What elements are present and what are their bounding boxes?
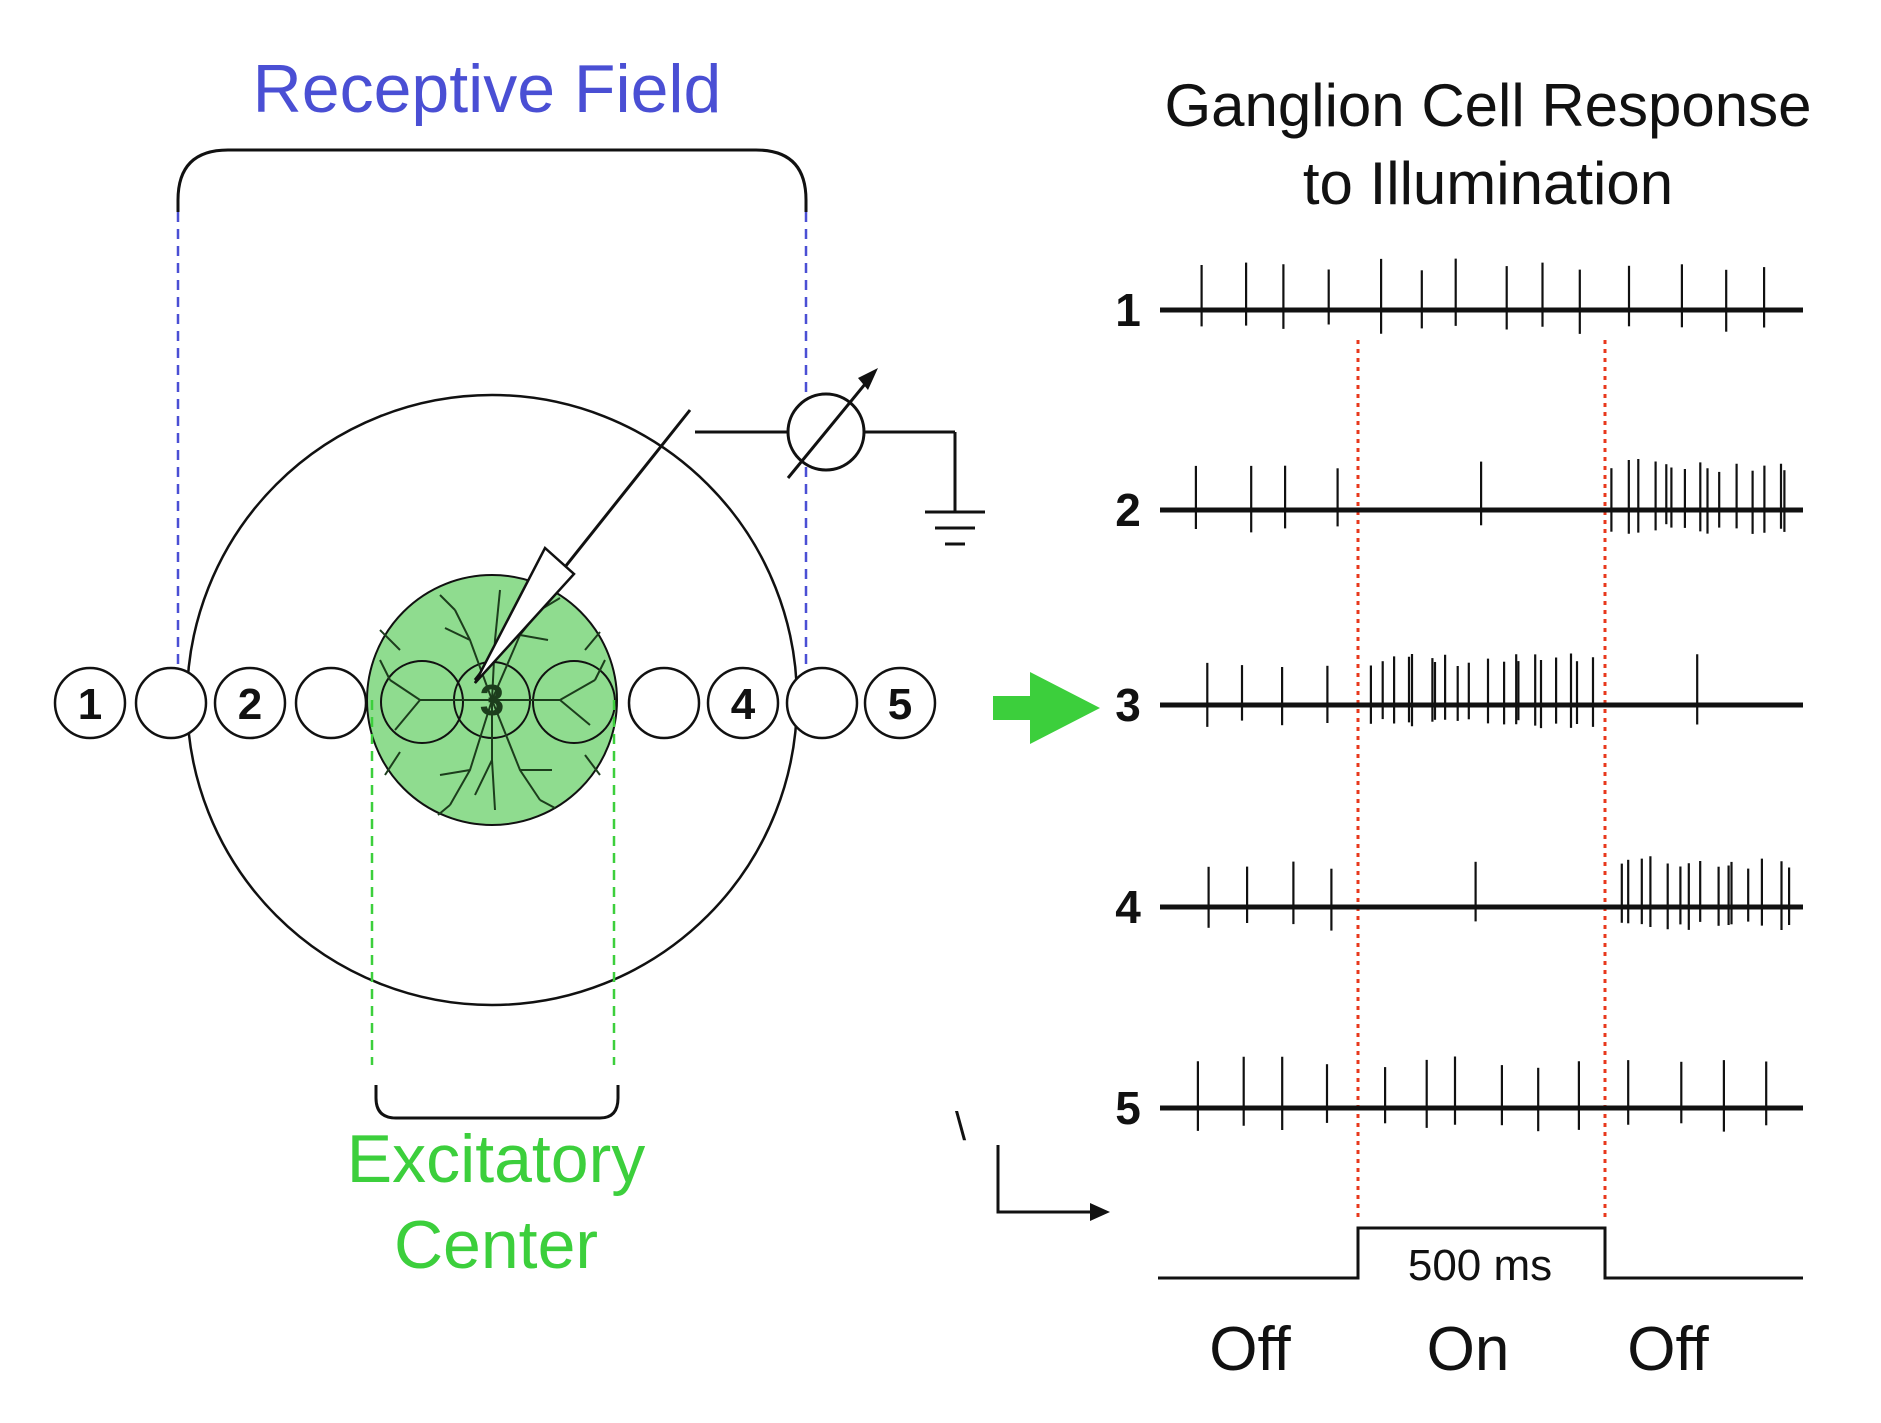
spot-gap-a: [134, 666, 208, 740]
excitatory-center-disk: 3: [366, 574, 618, 826]
spot-4-label: 4: [731, 680, 756, 729]
duration-label: 500 ms: [1408, 1241, 1552, 1290]
receptive-field-label: Receptive Field: [253, 51, 722, 127]
response-title-line1: Ganglion Cell Response: [1164, 72, 1811, 139]
spot-gap-b: [294, 666, 368, 740]
scale-bar-arrowhead: [1090, 1203, 1110, 1221]
trace-label-3: 3: [1115, 679, 1141, 731]
spot-3-label: 3: [480, 676, 504, 725]
spot-1-label: 1: [78, 680, 102, 729]
trace-label-2: 2: [1115, 484, 1141, 536]
receptive-field-bracket: [176, 148, 808, 212]
excitatory-center-bracket: [374, 1085, 620, 1120]
selected-trace-arrow: [993, 672, 1100, 744]
spot-4: [706, 666, 780, 740]
stimulus-timing-trace: [1158, 1226, 1803, 1280]
spike-trace-3: 3: [1115, 653, 1803, 731]
spot-5-label: 5: [888, 680, 912, 729]
spike-trace-5: 5: [1115, 1056, 1803, 1134]
spike-trace-2: 2: [1115, 459, 1803, 536]
stimulus-spot-row: 1 2 4 5: [53, 666, 937, 740]
trace-label-1: 1: [1115, 284, 1141, 336]
ground-icon: [925, 510, 985, 546]
spot-gap-c: [627, 666, 701, 740]
phase-label-on: On: [1427, 1315, 1510, 1384]
scale-mark: \: [955, 1105, 967, 1149]
spike-trace-4: 4: [1115, 856, 1803, 933]
spot-1: [53, 666, 127, 740]
excitatory-label-line2: Center: [394, 1207, 598, 1283]
spot-5: [863, 666, 937, 740]
ganglion-response-panel: Ganglion Cell Response to Illumination 1…: [955, 72, 1812, 1384]
spot-2: [213, 666, 287, 740]
trace-label-4: 4: [1115, 881, 1141, 933]
spike-traces: 1 2 3 4 5: [1115, 258, 1803, 1134]
excitatory-label-line1: Excitatory: [347, 1121, 646, 1197]
response-title-line2: to Illumination: [1303, 150, 1673, 217]
phase-label-off-after: Off: [1627, 1315, 1709, 1384]
trace-label-5: 5: [1115, 1082, 1141, 1134]
spike-trace-1: 1: [1115, 258, 1803, 336]
recording-electrode: [473, 368, 985, 684]
spot-2-label: 2: [238, 680, 262, 729]
scale-bar-vertical: [996, 1145, 1100, 1214]
spot-gap-d: [785, 666, 859, 740]
receptive-field-diagram: Receptive Field 3: [53, 51, 985, 1283]
phase-label-off-before: Off: [1209, 1315, 1291, 1384]
